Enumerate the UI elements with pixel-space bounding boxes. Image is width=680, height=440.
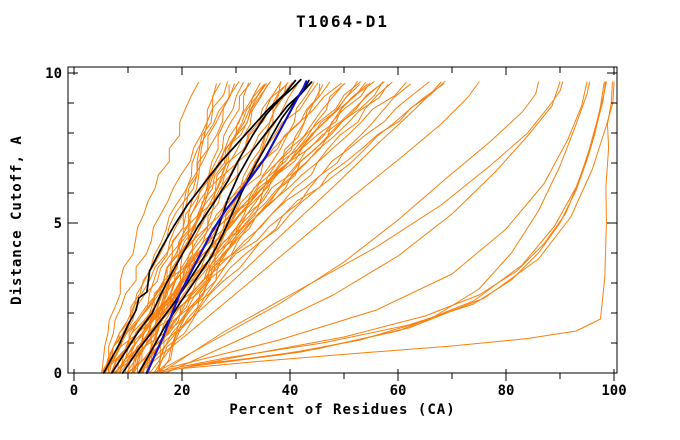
model-curve-outlier <box>181 81 613 369</box>
model-curve-outlier <box>186 81 591 366</box>
x-tick-label: 40 <box>282 383 299 399</box>
model-curve <box>133 84 265 374</box>
model-curve <box>142 84 268 374</box>
model-curve <box>101 82 199 374</box>
model-curve-outlier <box>127 81 442 374</box>
black-curve-2 <box>110 78 302 374</box>
model-curve <box>100 83 266 374</box>
model-curve-outlier <box>154 81 539 374</box>
model-curve <box>128 82 367 374</box>
x-tick-label: 20 <box>174 383 191 399</box>
model-curve <box>131 81 385 374</box>
y-tick-label: 5 <box>54 216 62 232</box>
model-curve <box>115 80 446 374</box>
model-curve <box>115 82 407 374</box>
x-tick-label: 60 <box>390 383 407 399</box>
model-curve <box>100 81 271 374</box>
model-curve <box>108 81 384 374</box>
model-curve <box>159 82 371 374</box>
black-curve-4 <box>137 81 313 374</box>
model-curve <box>114 84 298 374</box>
reference-curve <box>145 80 308 375</box>
model-curve <box>103 81 228 374</box>
black-curve-1 <box>102 79 297 374</box>
model-curve <box>140 81 383 374</box>
model-curve-outlier <box>157 81 607 374</box>
model-curve <box>132 82 319 374</box>
model-curve <box>126 81 393 374</box>
model-curve <box>107 84 230 374</box>
model-curve <box>117 82 342 374</box>
plot-frame <box>67 66 618 374</box>
y-tick-label: 0 <box>54 366 62 382</box>
model-curve <box>119 83 235 374</box>
model-curve-outlier <box>138 81 480 374</box>
chart-title: T1064-D1 <box>295 12 390 31</box>
model-curve <box>139 82 346 374</box>
model-curve-outlier <box>149 81 605 374</box>
x-tick-label: 100 <box>601 383 626 399</box>
model-curve <box>110 84 389 374</box>
model-curve <box>124 82 289 374</box>
model-curve <box>112 83 411 374</box>
black-curve-3 <box>121 79 310 374</box>
x-tick-label: 0 <box>70 383 78 399</box>
y-tick-label: 10 <box>45 66 62 82</box>
x-tick-label: 80 <box>498 383 515 399</box>
model-curve-outlier <box>170 81 588 368</box>
model-curve-outlier <box>165 81 561 374</box>
x-axis-label: Percent of Residues (CA) <box>229 402 456 418</box>
